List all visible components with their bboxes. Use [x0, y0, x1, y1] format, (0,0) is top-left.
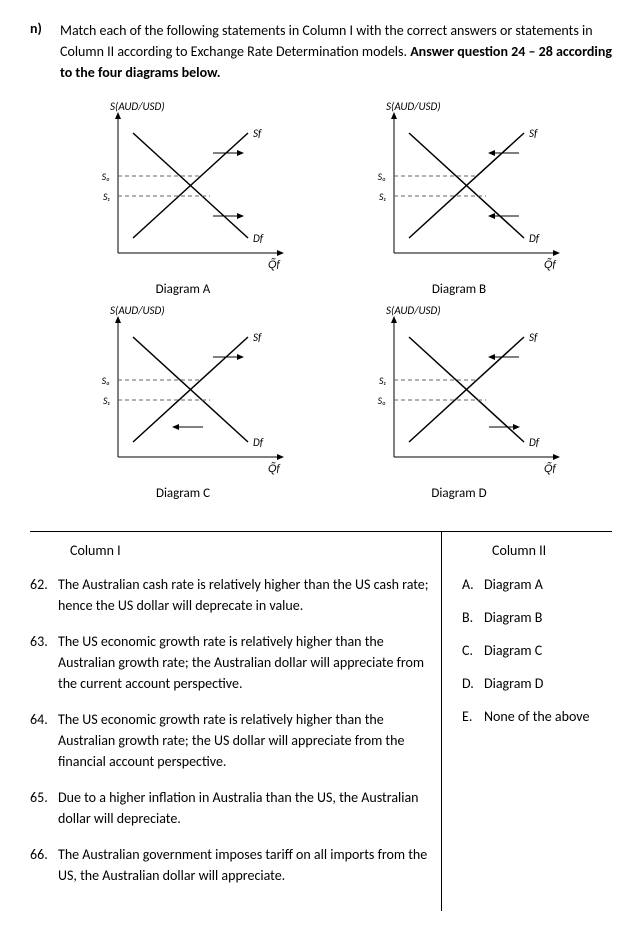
statement-num: 62.	[30, 574, 58, 616]
svg-text:Sf: Sf	[253, 331, 262, 344]
option-text: Diagram C	[484, 640, 542, 661]
option-text: None of the above	[484, 706, 589, 727]
diagram-b-svg: S(AUD/USD) Q͂f Sf Df S₀ S₁	[349, 98, 569, 278]
svg-text:S(AUD/USD): S(AUD/USD)	[386, 304, 441, 317]
diagram-d-svg: S(AUD/USD) Q͂f Sf Df S₀ S₁	[349, 302, 569, 482]
diagram-a-cell: S(AUD/USD) Q͂f Sf Df S₀ S₁ Diagram A	[60, 98, 306, 297]
option-B: B.Diagram B	[462, 607, 612, 628]
svg-text:Df: Df	[253, 232, 264, 245]
statement-text: Due to a higher inflation in Australia t…	[58, 787, 431, 829]
statement-5: 66.The Australian government imposes tar…	[30, 844, 431, 886]
option-text: Diagram D	[484, 673, 543, 694]
column-2-header: Column II	[492, 542, 612, 559]
statement-num: 66.	[30, 844, 58, 886]
option-text: Diagram A	[484, 574, 543, 595]
svg-text:Q͂f: Q͂f	[268, 462, 281, 475]
svg-text:S₀: S₀	[102, 374, 111, 387]
column-1-header: Column I	[70, 542, 431, 559]
svg-text:S₁: S₁	[379, 374, 387, 387]
svg-text:S(AUD/USD): S(AUD/USD)	[386, 100, 441, 113]
statement-text: The Australian government imposes tariff…	[58, 844, 431, 886]
question-label: n)	[30, 20, 60, 37]
svg-text:Q͂f: Q͂f	[544, 258, 557, 271]
option-text: Diagram B	[484, 607, 542, 628]
option-D: D.Diagram D	[462, 673, 612, 694]
diagram-c-cell: S(AUD/USD) Q͂f Sf Df S₀ S₁ Diagram C	[60, 302, 306, 501]
option-letter: C.	[462, 640, 484, 661]
svg-text:S₁: S₁	[103, 190, 111, 203]
statement-4: 65.Due to a higher inflation in Australi…	[30, 787, 431, 829]
diagram-c-svg: S(AUD/USD) Q͂f Sf Df S₀ S₁	[73, 302, 293, 482]
statement-1: 62.The Australian cash rate is relativel…	[30, 574, 431, 616]
svg-text:Sf: Sf	[529, 127, 538, 140]
svg-text:Q͂f: Q͂f	[544, 462, 557, 475]
svg-text:Sf: Sf	[529, 331, 538, 344]
svg-text:Sf: Sf	[253, 127, 262, 140]
diagram-a-caption: Diagram A	[156, 282, 211, 297]
svg-text:Df: Df	[253, 436, 264, 449]
statement-num: 64.	[30, 709, 58, 772]
diagram-d-cell: S(AUD/USD) Q͂f Sf Df S₀ S₁ Diagram D	[336, 302, 582, 501]
svg-text:S₀: S₀	[102, 170, 111, 183]
option-letter: B.	[462, 607, 484, 628]
statement-text: The US economic growth rate is relativel…	[58, 631, 431, 694]
diagram-b-caption: Diagram B	[432, 282, 486, 297]
diagram-d-caption: Diagram D	[431, 486, 486, 501]
question-header: n) Match each of the following statement…	[30, 20, 612, 83]
option-C: C.Diagram C	[462, 640, 612, 661]
option-E: E.None of the above	[462, 706, 612, 727]
option-letter: A.	[462, 574, 484, 595]
diagram-b-cell: S(AUD/USD) Q͂f Sf Df S₀ S₁ Diagram B	[336, 98, 582, 297]
statement-text: The Australian cash rate is relatively h…	[58, 574, 431, 616]
option-A: A.Diagram A	[462, 574, 612, 595]
statement-3: 64.The US economic growth rate is relati…	[30, 709, 431, 772]
question-text: Match each of the following statements i…	[60, 20, 612, 83]
statement-text: The US economic growth rate is relativel…	[58, 709, 431, 772]
diagram-a-svg: S(AUD/USD) Q͂f Sf Df S₀ S₁	[73, 98, 293, 278]
svg-text:S₀: S₀	[378, 394, 387, 407]
svg-text:Q͂f: Q͂f	[268, 258, 281, 271]
column-1: Column I 62.The Australian cash rate is …	[30, 532, 442, 911]
diagrams-grid: S(AUD/USD) Q͂f Sf Df S₀ S₁ Diagram A S(AUD/US…	[60, 98, 582, 501]
statement-num: 65.	[30, 787, 58, 829]
column-2: Column II A.Diagram AB.Diagram BC.Diagra…	[442, 532, 612, 911]
columns-table: Column I 62.The Australian cash rate is …	[30, 531, 612, 911]
svg-text:S(AUD/USD): S(AUD/USD)	[110, 100, 165, 113]
svg-text:S₁: S₁	[379, 190, 387, 203]
svg-text:S(AUD/USD): S(AUD/USD)	[110, 304, 165, 317]
svg-text:S₀: S₀	[378, 170, 387, 183]
statement-num: 63.	[30, 631, 58, 694]
svg-text:Df: Df	[529, 436, 540, 449]
svg-text:Df: Df	[529, 232, 540, 245]
statement-2: 63.The US economic growth rate is relati…	[30, 631, 431, 694]
diagram-c-caption: Diagram C	[156, 486, 210, 501]
option-letter: D.	[462, 673, 484, 694]
svg-text:S₁: S₁	[103, 394, 111, 407]
option-letter: E.	[462, 706, 484, 727]
